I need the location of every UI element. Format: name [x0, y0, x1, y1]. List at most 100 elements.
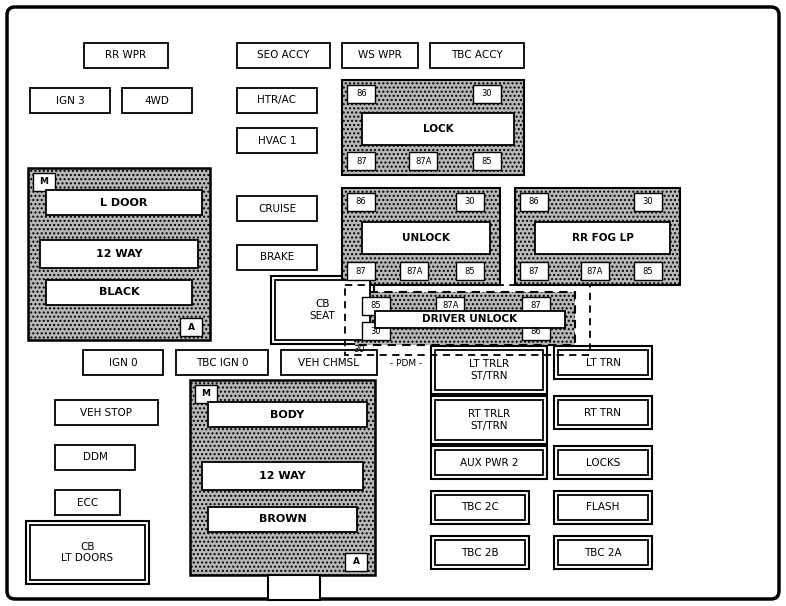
Text: TBC 2C: TBC 2C — [461, 502, 499, 513]
Bar — [342, 188, 500, 285]
Bar — [122, 88, 192, 113]
Bar — [436, 297, 465, 315]
Bar — [435, 400, 543, 440]
Bar — [237, 196, 317, 221]
Bar — [83, 350, 163, 375]
Bar — [435, 350, 543, 390]
Text: LOCKS: LOCKS — [586, 458, 620, 467]
Bar — [558, 450, 648, 475]
Bar — [46, 280, 192, 305]
Text: 85: 85 — [370, 302, 381, 310]
Text: WS WPR: WS WPR — [358, 50, 402, 61]
Bar — [431, 396, 547, 444]
Bar — [190, 380, 375, 575]
Text: IGN 0: IGN 0 — [108, 358, 138, 367]
Bar — [554, 536, 652, 569]
Bar — [410, 152, 437, 170]
Text: 4WD: 4WD — [145, 96, 170, 105]
Text: 86: 86 — [355, 198, 366, 207]
Text: BRAKE: BRAKE — [260, 253, 294, 262]
Text: TBC IGN 0: TBC IGN 0 — [196, 358, 248, 367]
Text: BLACK: BLACK — [99, 287, 139, 298]
Text: 87A: 87A — [587, 267, 603, 276]
Text: LT TRLR
ST/TRN: LT TRLR ST/TRN — [469, 359, 509, 381]
Bar — [362, 322, 390, 340]
Text: FLASH: FLASH — [586, 502, 619, 513]
Bar — [237, 88, 317, 113]
Bar — [535, 222, 670, 254]
Bar — [431, 491, 529, 524]
Text: 30: 30 — [353, 345, 365, 355]
Text: 87A: 87A — [415, 156, 432, 165]
Bar — [180, 318, 202, 336]
Bar — [515, 188, 680, 285]
Text: DDM: DDM — [83, 453, 108, 462]
Text: RR FOG LP: RR FOG LP — [571, 233, 634, 243]
Bar — [456, 193, 483, 211]
Text: 87: 87 — [356, 156, 367, 165]
Text: TBC ACCY: TBC ACCY — [451, 50, 503, 61]
Text: TBC 2A: TBC 2A — [584, 547, 622, 558]
Text: SEO ACCY: SEO ACCY — [257, 50, 310, 61]
Bar — [634, 193, 662, 211]
Text: VEH CHMSL: VEH CHMSL — [299, 358, 359, 367]
Bar — [520, 262, 548, 280]
Bar — [55, 400, 158, 425]
Text: LT TRN: LT TRN — [586, 358, 620, 367]
Bar — [456, 262, 483, 280]
Text: 86: 86 — [528, 198, 539, 207]
Text: HVAC 1: HVAC 1 — [258, 136, 296, 145]
Bar — [28, 168, 210, 340]
Bar — [268, 575, 320, 600]
Bar — [430, 43, 524, 68]
Text: IGN 3: IGN 3 — [56, 96, 84, 105]
Text: LOCK: LOCK — [423, 124, 454, 134]
Bar — [347, 193, 375, 211]
Bar — [347, 152, 376, 170]
Bar — [435, 495, 525, 520]
Bar — [554, 446, 652, 479]
Text: A: A — [352, 558, 359, 567]
Text: M: M — [201, 390, 211, 399]
Text: AUX PWR 2: AUX PWR 2 — [460, 458, 518, 467]
Text: TBC 2B: TBC 2B — [461, 547, 499, 558]
Bar — [558, 400, 648, 425]
Bar — [522, 297, 550, 315]
Bar — [362, 113, 514, 145]
Bar — [33, 173, 55, 191]
Text: 12 WAY: 12 WAY — [259, 471, 306, 481]
Bar — [554, 491, 652, 524]
Bar — [237, 245, 317, 270]
Bar — [202, 462, 363, 490]
Text: A: A — [188, 322, 194, 331]
Bar — [355, 292, 575, 345]
Text: HTR/AC: HTR/AC — [258, 96, 296, 105]
Text: L DOOR: L DOOR — [101, 198, 148, 207]
Text: M: M — [39, 178, 49, 187]
Bar — [271, 276, 374, 344]
Bar — [634, 262, 662, 280]
Bar — [176, 350, 268, 375]
Bar — [345, 553, 367, 571]
Text: BODY: BODY — [270, 410, 305, 419]
Text: RR WPR: RR WPR — [105, 50, 146, 61]
Bar — [208, 507, 357, 531]
Bar — [345, 285, 590, 355]
Bar — [558, 350, 648, 375]
Text: - PDM -: - PDM - — [390, 359, 422, 367]
Bar — [26, 521, 149, 584]
Bar — [554, 346, 652, 379]
Text: VEH STOP: VEH STOP — [80, 407, 133, 418]
Text: UNLOCK: UNLOCK — [402, 233, 450, 243]
Text: 87A: 87A — [406, 267, 423, 276]
Bar — [237, 128, 317, 153]
Text: 86: 86 — [356, 90, 367, 99]
Bar — [55, 445, 135, 470]
Text: 30: 30 — [370, 327, 381, 336]
Text: BROWN: BROWN — [259, 514, 307, 524]
FancyBboxPatch shape — [7, 7, 779, 599]
Text: 87: 87 — [528, 267, 539, 276]
Text: 30: 30 — [465, 198, 475, 207]
Bar — [554, 396, 652, 429]
Text: ECC: ECC — [77, 498, 98, 507]
